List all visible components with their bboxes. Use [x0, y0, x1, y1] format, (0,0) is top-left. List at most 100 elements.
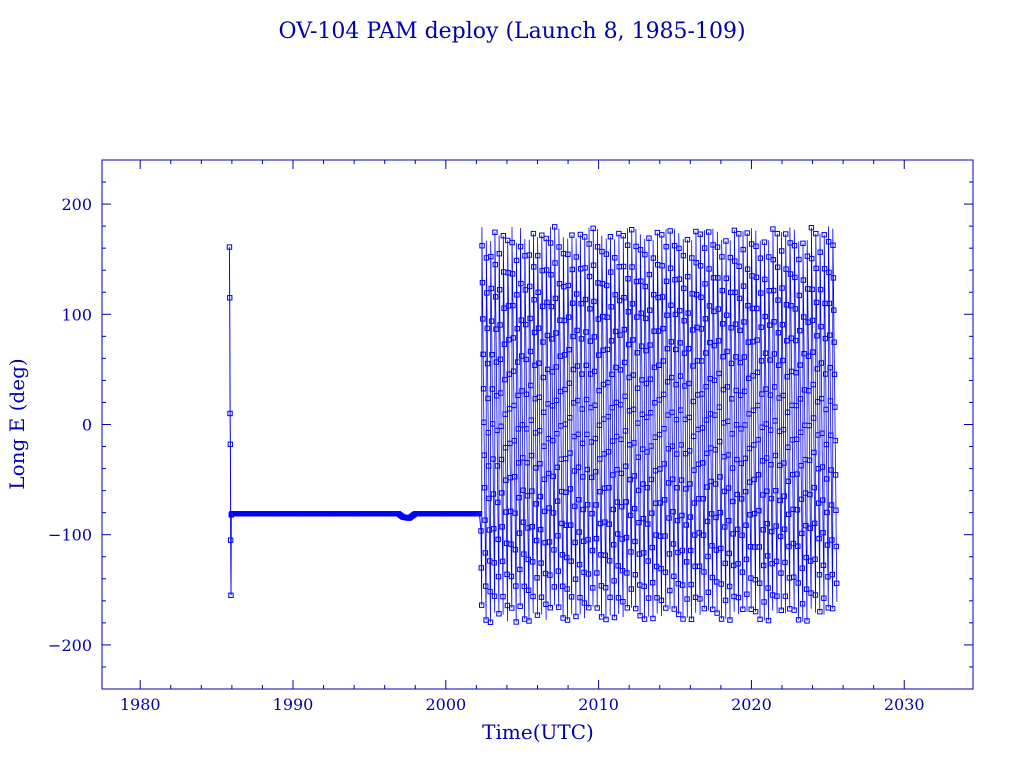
data-point [628, 549, 634, 555]
data-point [495, 536, 501, 543]
data-point [498, 456, 505, 463]
data-point [500, 593, 506, 600]
data-point [525, 587, 532, 594]
data-point [623, 534, 630, 541]
data-point [638, 278, 644, 284]
data-point [497, 356, 504, 363]
data-point [494, 393, 500, 399]
data-point [584, 502, 591, 508]
data-point [703, 417, 710, 423]
data-point [516, 494, 522, 501]
data-point [649, 544, 655, 551]
data-point [481, 452, 487, 458]
data-point [506, 371, 512, 377]
data-point [715, 306, 721, 312]
data-point [484, 325, 490, 331]
data-point [774, 264, 781, 270]
data-point [804, 618, 810, 624]
data-point [563, 489, 569, 495]
data-point [572, 503, 578, 509]
data-point [829, 605, 836, 612]
data-point [554, 431, 560, 437]
data-point [711, 377, 718, 384]
y-tick-label: 100 [61, 305, 92, 324]
data-point [690, 433, 697, 439]
data-point [628, 227, 635, 233]
data-point [664, 345, 670, 352]
data-point [716, 404, 723, 410]
series-connector [478, 513, 482, 531]
data-point [671, 606, 677, 612]
data-point [645, 558, 651, 564]
data-point [546, 505, 552, 511]
data-point [491, 560, 497, 566]
data-point [531, 297, 537, 303]
data-point [662, 533, 668, 539]
data-point [518, 353, 525, 359]
data-point [518, 317, 525, 323]
data-point [548, 303, 555, 310]
data-point [556, 604, 562, 610]
data-point [538, 594, 545, 600]
data-point [481, 419, 487, 426]
data-point [635, 487, 642, 494]
data-point [823, 441, 830, 448]
data-point [832, 437, 838, 444]
data-point [531, 264, 537, 270]
data-point [614, 466, 620, 473]
data-point [576, 529, 582, 535]
data-point [623, 499, 629, 505]
data-point [565, 251, 571, 257]
data-point [792, 274, 798, 281]
data-point [622, 393, 628, 399]
data-point [730, 531, 736, 537]
data-point [785, 444, 791, 450]
data-point [534, 575, 540, 581]
data-point [227, 537, 234, 543]
data-point [707, 339, 713, 346]
data-point [652, 400, 658, 406]
data-point [564, 554, 570, 561]
data-point [637, 612, 643, 619]
data-point [684, 559, 690, 565]
data-point [816, 572, 823, 578]
data-point [526, 252, 533, 258]
data-point [765, 617, 772, 624]
data-point [799, 601, 806, 607]
data-point [609, 438, 616, 444]
data-point [746, 445, 753, 452]
data-point [536, 394, 542, 401]
data-point [519, 422, 526, 428]
data-point [756, 507, 762, 514]
data-point [703, 383, 709, 390]
data-point [584, 466, 591, 473]
data-point [630, 337, 636, 343]
data-point [490, 456, 496, 462]
data-point [800, 277, 807, 283]
data-point [514, 292, 520, 298]
data-point [531, 329, 538, 336]
data-point [574, 363, 581, 369]
data-point [760, 527, 767, 533]
data-point [579, 406, 585, 412]
data-point [832, 404, 838, 410]
data-point [647, 376, 654, 382]
data-point [564, 586, 570, 592]
data-point [686, 414, 692, 421]
data-point [535, 252, 541, 259]
data-point [629, 264, 635, 270]
data-point [773, 558, 780, 565]
data-point [725, 485, 732, 491]
data-point [528, 382, 534, 389]
data-point [782, 559, 788, 566]
data-point [770, 257, 776, 263]
data-point [791, 242, 798, 249]
data-point [663, 605, 669, 611]
data-point [639, 446, 646, 452]
data-point [635, 420, 641, 426]
data-point [669, 443, 676, 449]
data-point [524, 426, 530, 432]
data-point [543, 267, 550, 273]
data-point [722, 597, 729, 604]
